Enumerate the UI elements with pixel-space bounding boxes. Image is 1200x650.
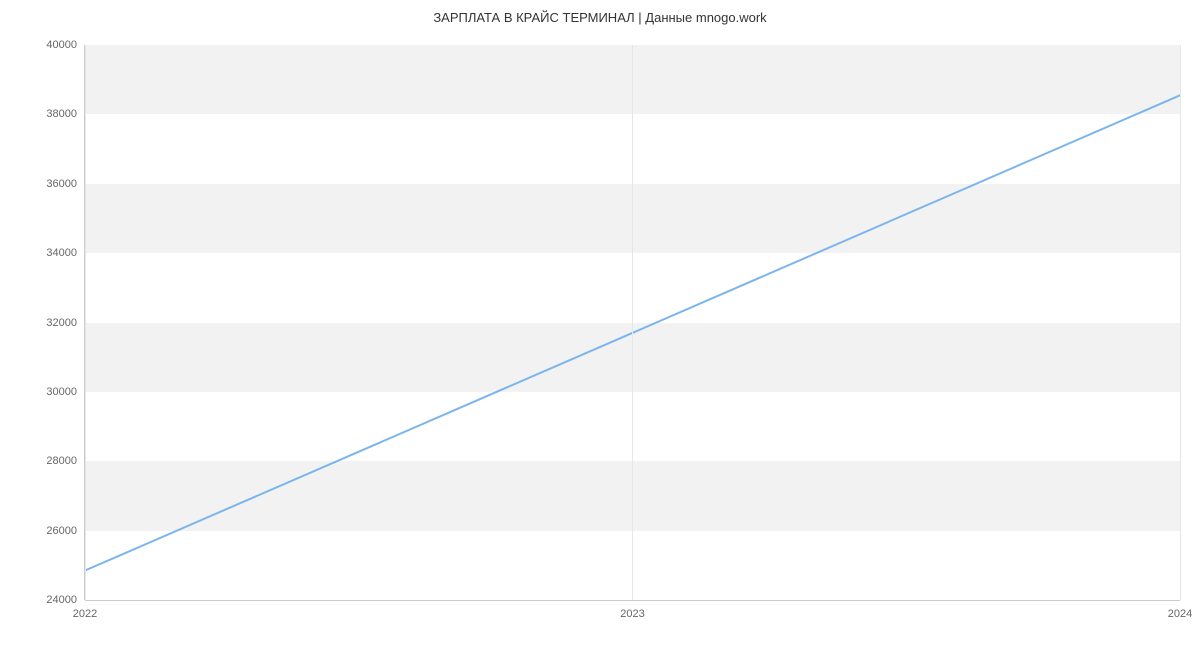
y-tick-label: 24000 [46,594,85,606]
x-grid-line [632,45,633,600]
y-tick-label: 28000 [46,455,85,467]
y-tick-label: 26000 [46,525,85,537]
y-tick-label: 40000 [46,39,85,51]
x-grid-line [1180,45,1181,600]
plot-area: 2022202320242400026000280003000032000340… [85,45,1180,600]
salary-chart: ЗАРПЛАТА В КРАЙС ТЕРМИНАЛ | Данные mnogo… [0,0,1200,650]
chart-title: ЗАРПЛАТА В КРАЙС ТЕРМИНАЛ | Данные mnogo… [0,0,1200,25]
y-axis-line [84,45,85,600]
y-tick-label: 36000 [46,178,85,190]
x-tick-label: 2023 [620,600,644,620]
y-tick-label: 38000 [46,108,85,120]
x-axis-line [85,600,1180,601]
y-tick-label: 34000 [46,247,85,259]
x-tick-label: 2024 [1168,600,1192,620]
y-tick-label: 30000 [46,386,85,398]
y-tick-label: 32000 [46,317,85,329]
